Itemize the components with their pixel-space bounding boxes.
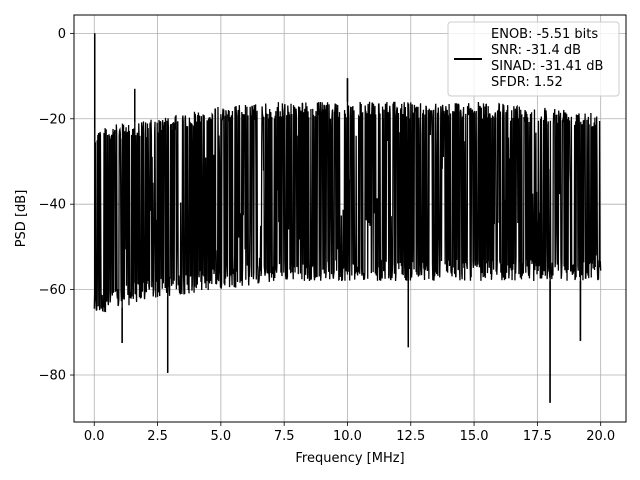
legend-entry-enob: ENOB: -5.51 bits: [491, 27, 598, 42]
y-tick-label: −40: [39, 198, 66, 213]
legend-entry-sfdr: SFDR: 1.52: [491, 75, 563, 90]
series-layer: [93, 33, 602, 403]
psd-series-line: [93, 33, 602, 403]
y-tick-label: −80: [39, 369, 66, 384]
legend-entry-snr: SNR: -31.4 dB: [491, 43, 581, 58]
x-tick-label: 10.0: [333, 429, 362, 444]
x-tick-label: 0.0: [84, 429, 105, 444]
x-tick-label: 2.5: [147, 429, 168, 444]
x-tick-label: 17.5: [523, 429, 552, 444]
x-tick-label: 7.5: [274, 429, 295, 444]
x-tick-label: 5.0: [211, 429, 232, 444]
legend: ENOB: -5.51 bits SNR: -31.4 dB SINAD: -3…: [447, 21, 620, 97]
y-tick-label: −20: [39, 112, 66, 127]
y-tick-label: −60: [39, 283, 66, 298]
x-tick-label: 15.0: [460, 429, 489, 444]
legend-box: [447, 21, 620, 97]
plot-frame: [73, 14, 627, 423]
x-axis-label: Frequency [MHz]: [295, 451, 404, 466]
x-tick-label: 12.5: [396, 429, 425, 444]
y-axis-label: PSD [dB]: [14, 190, 29, 248]
ticks: 0.0 2.5 5.0 7.5 10.0 12.5 15.0 17.5 20.0 0 −20 −40 −…: [39, 27, 616, 444]
legend-entry-sinad: SINAD: -31.41 dB: [491, 59, 603, 74]
y-tick-label: 0: [58, 27, 66, 42]
x-tick-label: 20.0: [586, 429, 615, 444]
